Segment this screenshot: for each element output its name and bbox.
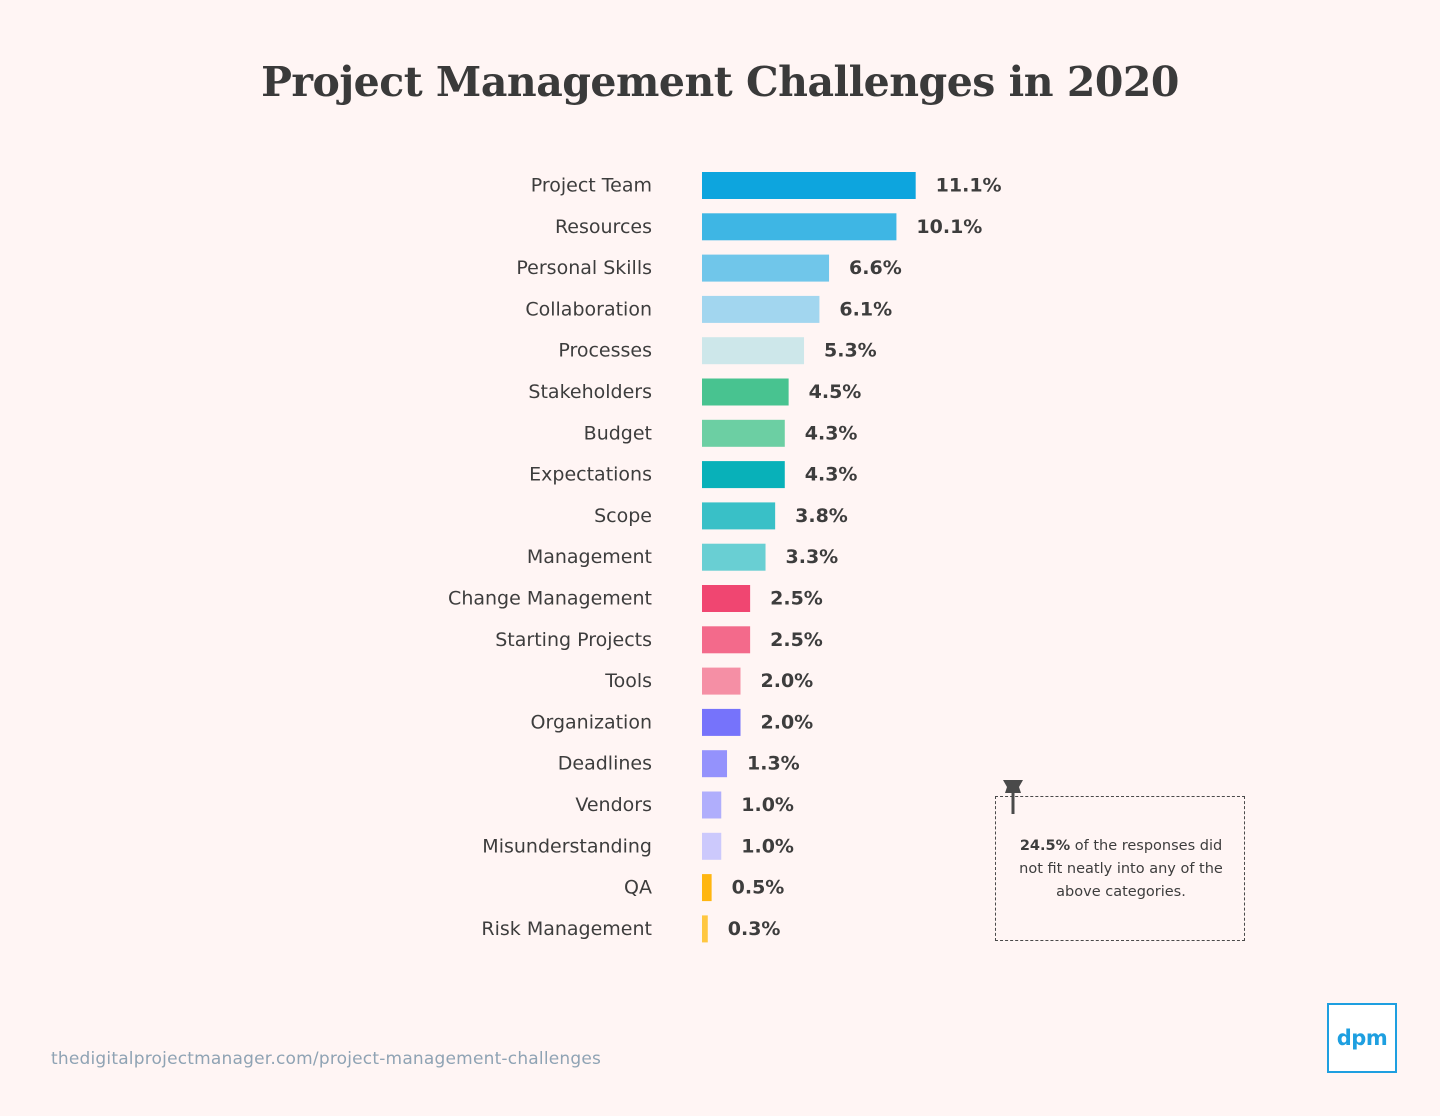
category-label: Resources [555,216,652,238]
category-label: Organization [531,711,652,733]
category-label: QA [624,877,652,899]
category-label: Risk Management [481,918,652,940]
source-url[interactable]: thedigitalprojectmanager.com/project-man… [51,1049,602,1069]
dpm-logo[interactable]: dpm [1327,1003,1397,1073]
bar [702,832,722,860]
chart-title: Project Management Challenges in 2020 [261,58,1179,106]
category-label: Expectations [529,464,652,486]
value-label: 10.1% [916,216,982,238]
bar [702,378,789,406]
bar [702,585,751,612]
value-label: 0.5% [732,877,785,899]
category-label: Personal Skills [516,257,652,279]
note-box: 24.5% of the responses did not fit neatl… [995,796,1245,941]
value-label: 2.0% [761,670,814,692]
bar [702,295,820,323]
category-label: Misunderstanding [482,835,652,857]
note-body: of the responses did not fit neatly into… [1019,838,1223,900]
bar [702,502,776,530]
value-label: 2.0% [761,711,814,733]
category-label: Budget [584,422,652,444]
value-label: 6.6% [849,257,902,279]
category-label: Vendors [575,794,652,816]
value-label: 2.5% [770,629,823,651]
category-label: Stakeholders [528,381,652,403]
value-label: 6.1% [839,298,892,320]
category-label: Deadlines [558,753,652,775]
bar [702,254,830,282]
value-label: 11.1% [936,175,1002,197]
category-label: Tools [604,670,652,692]
bar [702,543,766,571]
bar [702,708,741,736]
bar [702,750,728,778]
value-label: 4.5% [809,381,862,403]
category-label: Change Management [448,588,652,610]
category-label: Starting Projects [495,629,652,651]
value-label: 3.3% [786,546,839,568]
bar [702,667,741,695]
pushpin-icon [1003,780,1023,814]
note-highlight: 24.5% [1019,838,1071,854]
value-label: 1.0% [741,835,794,857]
category-label: Collaboration [525,298,652,320]
bar [702,626,751,654]
bar [702,874,712,902]
value-label: 1.0% [741,794,794,816]
bar [702,461,785,489]
value-label: 4.3% [805,464,858,486]
category-label: Processes [558,340,652,362]
bar [702,213,897,241]
value-label: 4.3% [805,422,858,444]
value-label: 2.5% [770,588,823,610]
bar [702,172,916,199]
bar [702,915,708,943]
value-label: 1.3% [747,753,800,775]
category-label: Project Team [531,175,652,197]
value-label: 0.3% [728,918,781,940]
bar [702,337,805,365]
bar [702,791,722,819]
bar [702,419,785,447]
value-label: 3.8% [795,505,848,527]
note-text: 24.5% of the responses did not fit neatl… [996,835,1246,904]
category-label: Management [527,546,652,568]
category-label: Scope [594,505,652,527]
value-label: 5.3% [824,340,877,362]
